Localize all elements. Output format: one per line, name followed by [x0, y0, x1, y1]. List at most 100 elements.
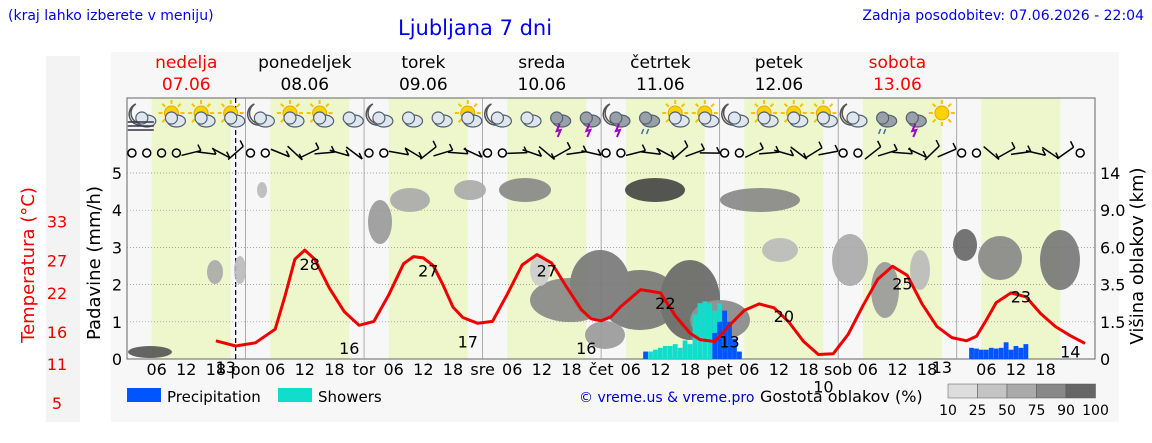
sun-cloud-icon: [751, 100, 779, 128]
sun-ray: [694, 118, 700, 123]
cloud-shape: [224, 111, 238, 125]
cloud-shape: [550, 111, 564, 125]
temperature-label: 23: [1011, 287, 1031, 306]
hour-tick-label: 12: [650, 360, 670, 379]
credit-link[interactable]: © vreme.us & vreme.pro: [579, 390, 754, 406]
rain-drop: [877, 128, 882, 135]
wind-barb-icon: [818, 141, 823, 149]
hour-tick-label: 18: [1035, 360, 1055, 379]
wind-barb-icon: [716, 146, 721, 154]
wind-barb-icon: [1011, 141, 1016, 149]
sun-ray: [220, 118, 226, 123]
sun-ray: [813, 103, 818, 108]
wind-barb-icon: [935, 139, 940, 147]
hour-tick-label: 12: [295, 360, 315, 379]
calm-wind-icon: [142, 148, 152, 158]
cloud-shape: [164, 111, 179, 125]
sun-ray: [220, 103, 226, 108]
wind-barb-icon: [315, 142, 320, 149]
precipitation-bar: [1003, 342, 1009, 359]
showers-bar: [662, 345, 668, 359]
sun-ray: [457, 103, 463, 108]
wind-barb-icon: [300, 147, 320, 159]
temperature-label: 28: [300, 255, 320, 274]
plot-frame: [126, 97, 1096, 360]
calm-wind-icon: [734, 148, 745, 158]
sun-ray: [813, 118, 818, 123]
cloud-shape: [194, 111, 208, 125]
sun-ray: [280, 103, 285, 108]
sun-cloud-icon: [217, 100, 246, 128]
temperature-tick-label: 11: [47, 355, 67, 374]
wind-barb-icon: [285, 150, 291, 158]
calm-wind-icon: [482, 148, 493, 158]
day-date: 08.06: [280, 75, 329, 95]
temperature-axis-title: Temperatura (°C): [18, 187, 39, 344]
precipitation-legend-swatch: [127, 388, 161, 402]
showers-bar: [702, 301, 708, 359]
wind-barb-icon: [314, 151, 335, 155]
sun-ray: [799, 103, 804, 108]
precipitation-bar: [974, 348, 979, 359]
precipitation-bars: [643, 310, 1029, 359]
wind-barb-icon: [418, 151, 423, 159]
wind-barb-icon: [641, 144, 647, 151]
cloud-density-tick: 75: [1028, 403, 1046, 419]
cloud-blob: [910, 250, 930, 290]
cloud-shape: [757, 111, 771, 125]
calm-wind-icon: [971, 148, 982, 158]
sun-disc: [934, 105, 950, 121]
day-name: četrtek: [630, 53, 691, 73]
wind-barb-icon: [566, 150, 587, 156]
wind-barb-icon: [684, 140, 689, 147]
precipitation-bar: [1008, 349, 1014, 359]
sun-ray: [236, 103, 241, 108]
calm-wind-icon: [956, 148, 967, 158]
sun-ray: [473, 103, 478, 108]
moon-cloud-icon: [246, 103, 275, 128]
cloud-density-swatch: [1065, 383, 1096, 399]
cloud-shape: [401, 111, 416, 125]
temperature-tick-label: 5: [52, 394, 62, 413]
day-name: sobota: [869, 53, 927, 73]
cloud-density-swatch: [977, 383, 1008, 399]
calm-wind-icon: [364, 148, 374, 158]
day-name: sreda: [518, 53, 565, 73]
day-date: 12.06: [755, 75, 804, 95]
wind-barb-icon: [1041, 146, 1060, 160]
hour-tick-label: 06: [146, 360, 166, 379]
cloud-density-tick: 50: [998, 403, 1016, 419]
precip-axis-title: Padavine (mm/h): [84, 186, 105, 340]
location-hint[interactable]: (kraj lahko izberete v meniju): [8, 8, 214, 24]
last-update: Zadnja posodobitev: 07.06.2026 - 22:04: [862, 8, 1144, 24]
daytime-band: [981, 98, 1061, 359]
cloud-blob: [530, 254, 550, 286]
wind-barb-icon: [876, 140, 882, 148]
cloud-shape: [313, 111, 327, 125]
wind-barb-icon: [239, 140, 244, 147]
calm-wind-icon: [1075, 148, 1085, 158]
sun-cloud-icon: [306, 100, 335, 128]
wind-barb-icon: [640, 151, 661, 155]
precipitation-bar: [988, 347, 994, 359]
cloud-shape: [135, 111, 149, 125]
cloud-shape: [876, 111, 890, 125]
thunder-icon: [905, 111, 927, 138]
moon-cloud-fog-icon: [127, 103, 157, 131]
wind-barb-icon: [907, 148, 927, 158]
cloud-density-swatch: [1006, 383, 1037, 399]
sun-cloud-icon: [454, 100, 483, 128]
calm-wind-icon: [171, 148, 182, 158]
sun-ray: [783, 118, 789, 123]
wind-barb-icon: [329, 149, 350, 157]
daytime-band: [862, 98, 942, 359]
cloud-blob: [625, 178, 685, 202]
wind-barb-icon: [834, 144, 839, 152]
cloud-blob: [368, 200, 392, 244]
cloud-icon: [401, 111, 424, 128]
wind-barb-icon: [582, 145, 588, 152]
precipitation-legend-label: Precipitation: [167, 388, 261, 406]
temperature-label: 22: [655, 294, 675, 313]
